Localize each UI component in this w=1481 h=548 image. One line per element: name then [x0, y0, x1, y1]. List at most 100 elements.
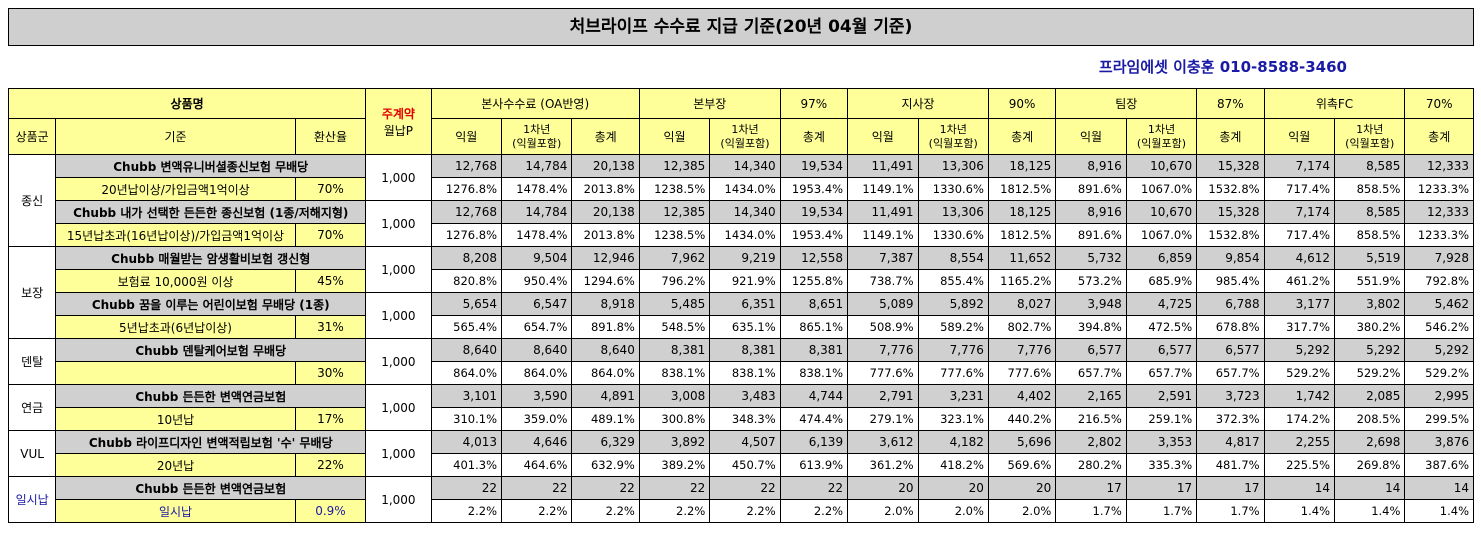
subhead-first-year: 1차년 (익월포함): [500, 118, 573, 155]
product-criteria: 20년납: [55, 453, 296, 477]
table-row-percent: 보험료 10,000원 이상 45% 820.8% 950.4% 1294.6% 796.…: [9, 269, 1474, 293]
commission-percent: 2.0%: [917, 499, 989, 523]
commission-value: 14: [1263, 476, 1336, 500]
commission-percent: 1067.0%: [1125, 177, 1198, 201]
subhead-total: 총계: [1196, 118, 1265, 155]
commission-value: 4,182: [917, 430, 989, 454]
commission-value: 14,784: [500, 200, 573, 224]
commission-value: 8,651: [779, 292, 849, 316]
commission-value: 8,585: [1333, 200, 1406, 224]
commission-value: 1,742: [1263, 384, 1336, 408]
commission-percent: 1330.6%: [917, 177, 989, 201]
commission-percent: 1812.5%: [987, 177, 1057, 201]
header-monthly-red: 주계약: [381, 106, 415, 121]
commission-value: 8,554: [917, 246, 989, 270]
commission-value: 14,340: [709, 200, 781, 224]
commission-percent: 529.2%: [1333, 361, 1406, 385]
commission-value: 12,768: [430, 200, 503, 224]
commission-percent: 208.5%: [1333, 407, 1406, 431]
commission-percent: 858.5%: [1333, 223, 1406, 247]
commission-percent: 508.9%: [847, 315, 919, 339]
section-fc: 위촉FC: [1263, 88, 1406, 119]
commission-value: 3,876: [1404, 430, 1474, 454]
commission-value: 8,916: [1055, 200, 1127, 224]
product-name: Chubb 내가 선택한 든든한 종신보험 (1종/저해지형): [55, 200, 367, 224]
commission-percent: 1.4%: [1404, 499, 1474, 523]
subhead-first-year-note: (익월포함): [1136, 136, 1186, 150]
commission-value: 18,125: [987, 154, 1057, 178]
subhead-first-year: 1차년 (익월포함): [1125, 118, 1198, 155]
commission-value: 22: [500, 476, 573, 500]
commission-percent: 1953.4%: [779, 223, 849, 247]
section-team-rate: 87%: [1196, 88, 1265, 119]
commission-value: 8,381: [709, 338, 781, 362]
commission-value: 6,577: [1196, 338, 1265, 362]
commission-percent: 2.2%: [779, 499, 849, 523]
header-monthly-label: 월납P: [383, 123, 414, 138]
commission-value: 15,328: [1196, 200, 1265, 224]
commission-value: 9,504: [500, 246, 573, 270]
commission-value: 11,491: [847, 154, 919, 178]
commission-value: 14,784: [500, 154, 573, 178]
product-criteria: 5년납초과(6년납이상): [55, 315, 296, 339]
subhead-first-year: 1차년 (익월포함): [1333, 118, 1406, 155]
product-name: Chubb 덴탈케어보험 무배당: [55, 338, 367, 362]
table-row-percent: 20년납 22% 401.3% 464.6% 632.9% 389.2% 450.7% 613…: [9, 453, 1474, 477]
commission-value: 14: [1404, 476, 1474, 500]
product-name: Chubb 든든한 변액연금보험: [55, 384, 367, 408]
commission-value: 5,089: [847, 292, 919, 316]
header-group: 상품군: [7, 118, 57, 155]
commission-value: 5,292: [1404, 338, 1474, 362]
commission-value: 5,892: [917, 292, 989, 316]
commission-percent: 796.2%: [638, 269, 711, 293]
product-name: Chubb 든든한 변액연금보험: [55, 476, 367, 500]
commission-value: 6,577: [1055, 338, 1127, 362]
commission-value: 8,640: [430, 338, 503, 362]
commission-percent: 1238.5%: [638, 177, 711, 201]
commission-percent: 864.0%: [430, 361, 503, 385]
commission-value: 3,892: [638, 430, 711, 454]
commission-percent: 777.6%: [917, 361, 989, 385]
subhead-first-year-note: (익월포함): [928, 136, 978, 150]
commission-percent: 359.0%: [500, 407, 573, 431]
commission-value: 22: [779, 476, 849, 500]
commission-percent: 858.5%: [1333, 177, 1406, 201]
commission-percent: 565.4%: [430, 315, 503, 339]
commission-value: 5,485: [638, 292, 711, 316]
commission-percent: 657.7%: [1196, 361, 1265, 385]
commission-percent: 299.5%: [1404, 407, 1474, 431]
commission-percent: 472.5%: [1125, 315, 1198, 339]
commission-value: 12,768: [430, 154, 503, 178]
commission-percent: 529.2%: [1263, 361, 1336, 385]
commission-percent: 864.0%: [571, 361, 640, 385]
subhead-next-month: 익월: [1055, 118, 1127, 155]
commission-percent: 2013.8%: [571, 223, 640, 247]
commission-value: 12,946: [571, 246, 640, 270]
commission-value: 3,948: [1055, 292, 1127, 316]
commission-percent: 1.7%: [1055, 499, 1127, 523]
product-criteria: 일시납: [55, 499, 296, 523]
commission-value: 6,329: [571, 430, 640, 454]
commission-value: 4,507: [709, 430, 781, 454]
section-branch: 지사장: [847, 88, 989, 119]
commission-percent: 657.7%: [1055, 361, 1127, 385]
commission-percent: 2.2%: [709, 499, 781, 523]
commission-value: 6,577: [1125, 338, 1198, 362]
commission-value: 7,962: [638, 246, 711, 270]
table-row: 덴탈 Chubb 덴탈케어보험 무배당 1,000 8,640 8,640 8,640 8,…: [7, 338, 1474, 385]
commission-value: 3,231: [917, 384, 989, 408]
monthly-premium: 1,000: [365, 200, 432, 247]
commission-percent: 678.8%: [1196, 315, 1265, 339]
product-name: Chubb 변액유니버셜종신보험 무배당: [55, 154, 367, 178]
commission-value: 3,101: [430, 384, 503, 408]
commission-table: 상품명 주계약 월납P 본사수수료 (OA반영) 본부장 97% 지사장 90%…: [7, 88, 1474, 523]
commission-percent: 1532.8%: [1196, 223, 1265, 247]
commission-value: 4,402: [987, 384, 1057, 408]
commission-value: 10,670: [1125, 200, 1198, 224]
product-criteria: 20년납이상/가입금액1억이상: [55, 177, 296, 201]
commission-value: 3,353: [1125, 430, 1198, 454]
commission-percent: 348.3%: [709, 407, 781, 431]
commission-percent: 2.2%: [638, 499, 711, 523]
commission-value: 19,534: [779, 154, 849, 178]
commission-percent: 985.4%: [1196, 269, 1265, 293]
